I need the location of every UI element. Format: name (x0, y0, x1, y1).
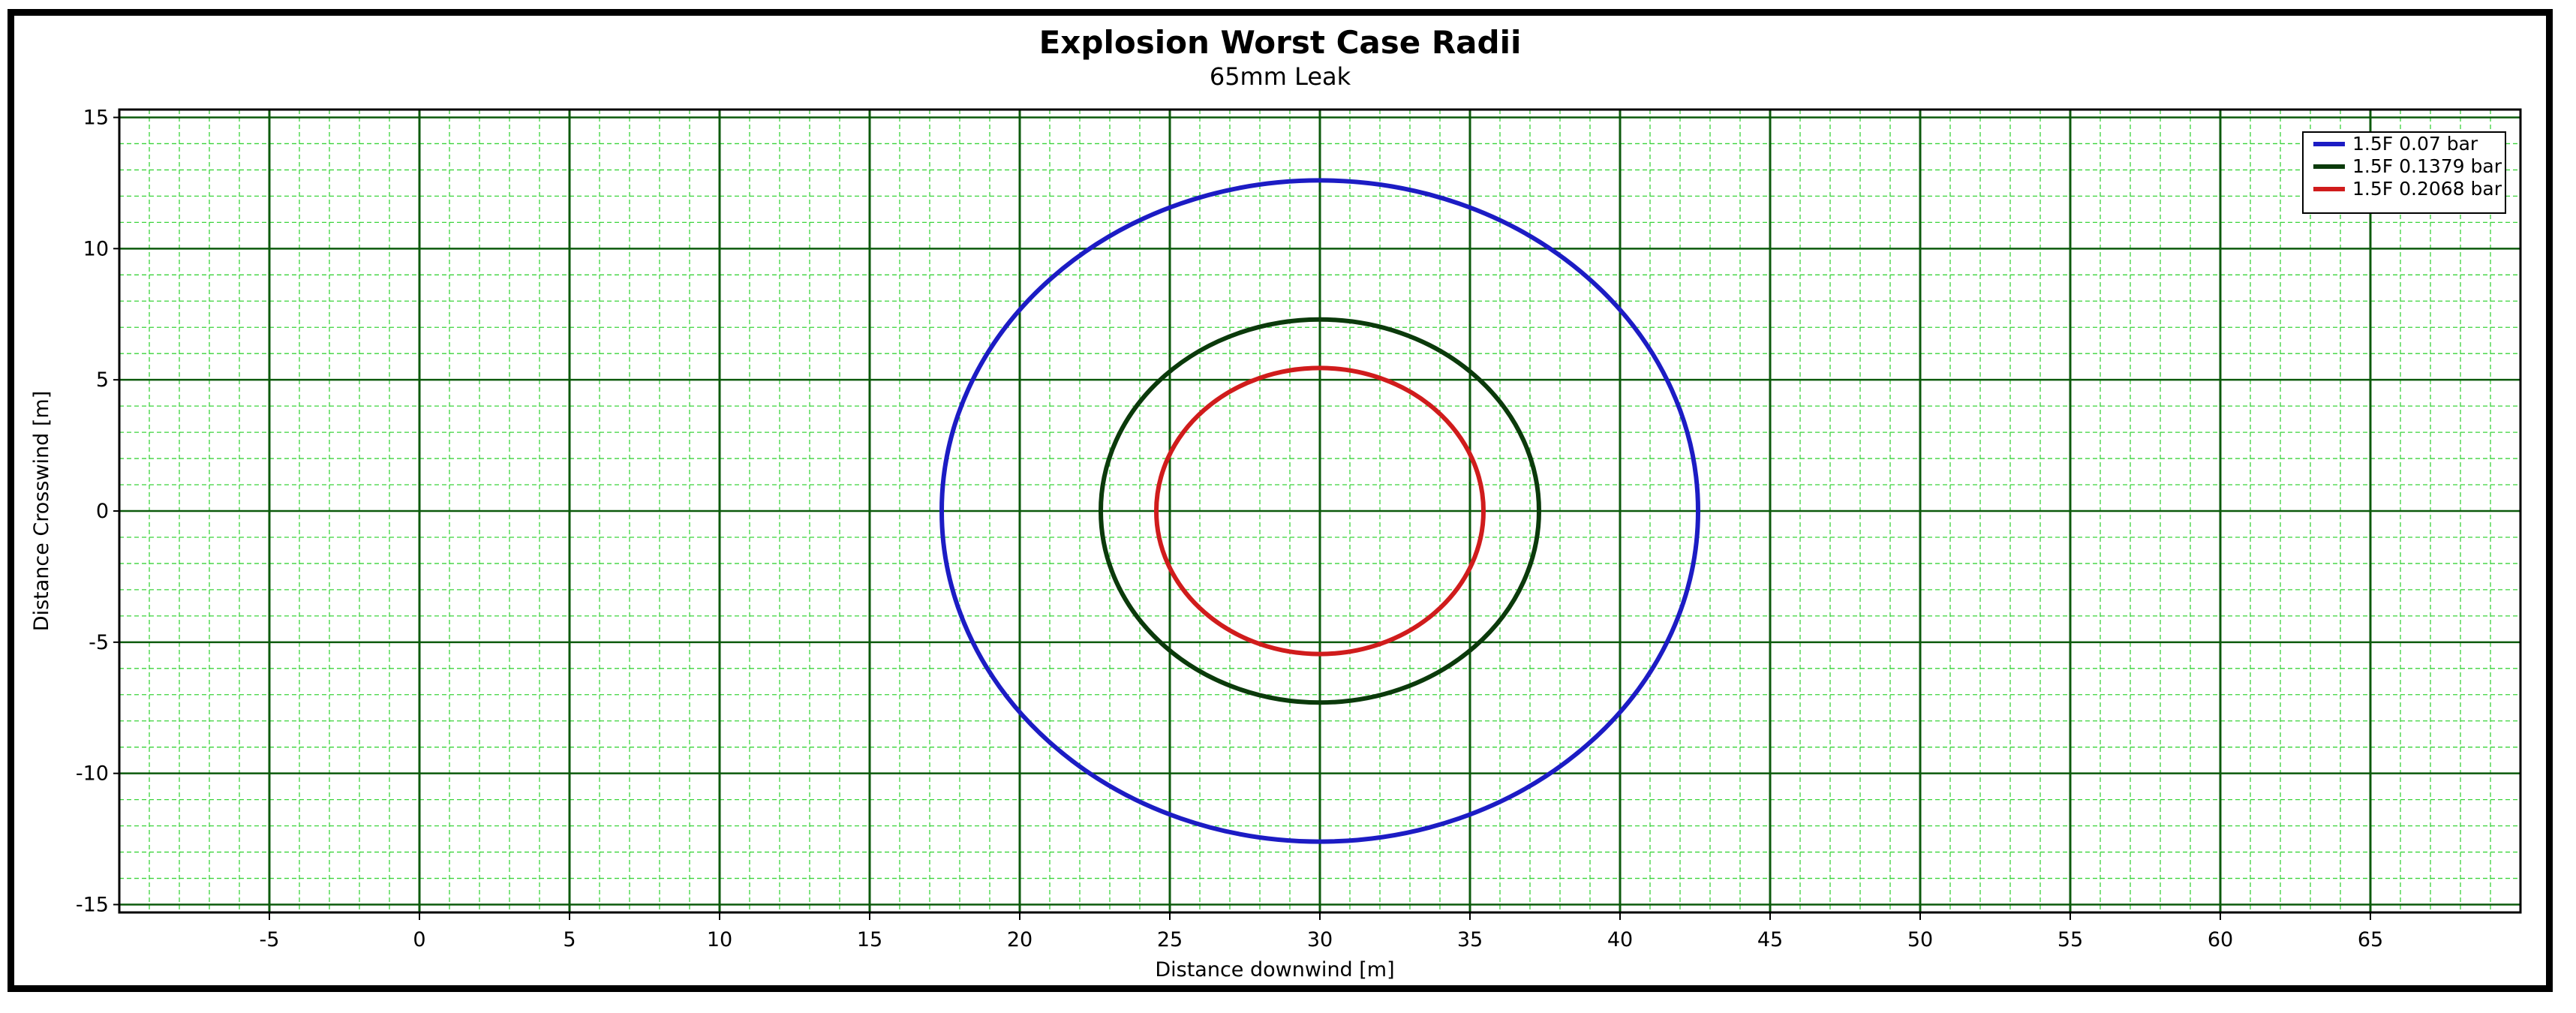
y-tick-label: -10 (76, 762, 109, 786)
y-tick-label: 5 (96, 368, 109, 392)
x-tick-label: 65 (2358, 928, 2383, 951)
x-tick-label: 10 (707, 928, 732, 951)
x-tick-label: -5 (260, 928, 280, 951)
series-contour-2 (1099, 317, 1541, 705)
x-tick-label: 45 (1757, 928, 1783, 951)
y-tick-label: -15 (76, 894, 109, 917)
x-tick-label: 50 (1907, 928, 1933, 951)
legend-entry-label: 1.5F 0.1379 bar (2352, 155, 2502, 177)
chart-subtitle: 65mm Leak (1210, 62, 1351, 91)
chart-area: Explosion Worst Case Radii 65mm Leak -5 0… (30, 24, 2522, 981)
x-tick-label: 5 (563, 928, 576, 951)
y-tick-label: 0 (96, 500, 109, 523)
y-tick-label: -5 (89, 631, 109, 654)
y-tick-label: 15 (83, 106, 109, 129)
chart-frame: Explosion Worst Case Radii 65mm Leak -5 0… (8, 9, 2553, 992)
chart-title: Explosion Worst Case Radii (1039, 24, 1522, 61)
legend-entry-label: 1.5F 0.2068 bar (2352, 178, 2502, 200)
x-tick-label: 35 (1457, 928, 1483, 951)
y-axis-label: Distance Crosswind [m] (30, 391, 53, 631)
series-layer (939, 178, 1700, 844)
x-tick-label: 60 (2208, 928, 2233, 951)
x-axis-label: Distance downwind [m] (1155, 958, 1394, 981)
series-contour-1 (939, 178, 1700, 844)
x-tick-label: 15 (857, 928, 882, 951)
x-tick-label: 30 (1307, 928, 1333, 951)
legend-entry-label: 1.5F 0.07 bar (2352, 133, 2478, 155)
series-contour-3 (1154, 365, 1486, 657)
x-tick-label: 0 (413, 928, 425, 951)
grid-lines (119, 110, 2520, 912)
x-tick-label: 20 (1007, 928, 1033, 951)
x-tick-label: 25 (1157, 928, 1183, 951)
x-tick-label: 40 (1607, 928, 1633, 951)
y-tick-label: 10 (83, 237, 109, 260)
x-tick-label: 55 (2057, 928, 2083, 951)
tick-labels: -5 0 5 10 15 20 25 30 35 40 45 50 55 60 65151050-5-10-… (76, 106, 2383, 951)
